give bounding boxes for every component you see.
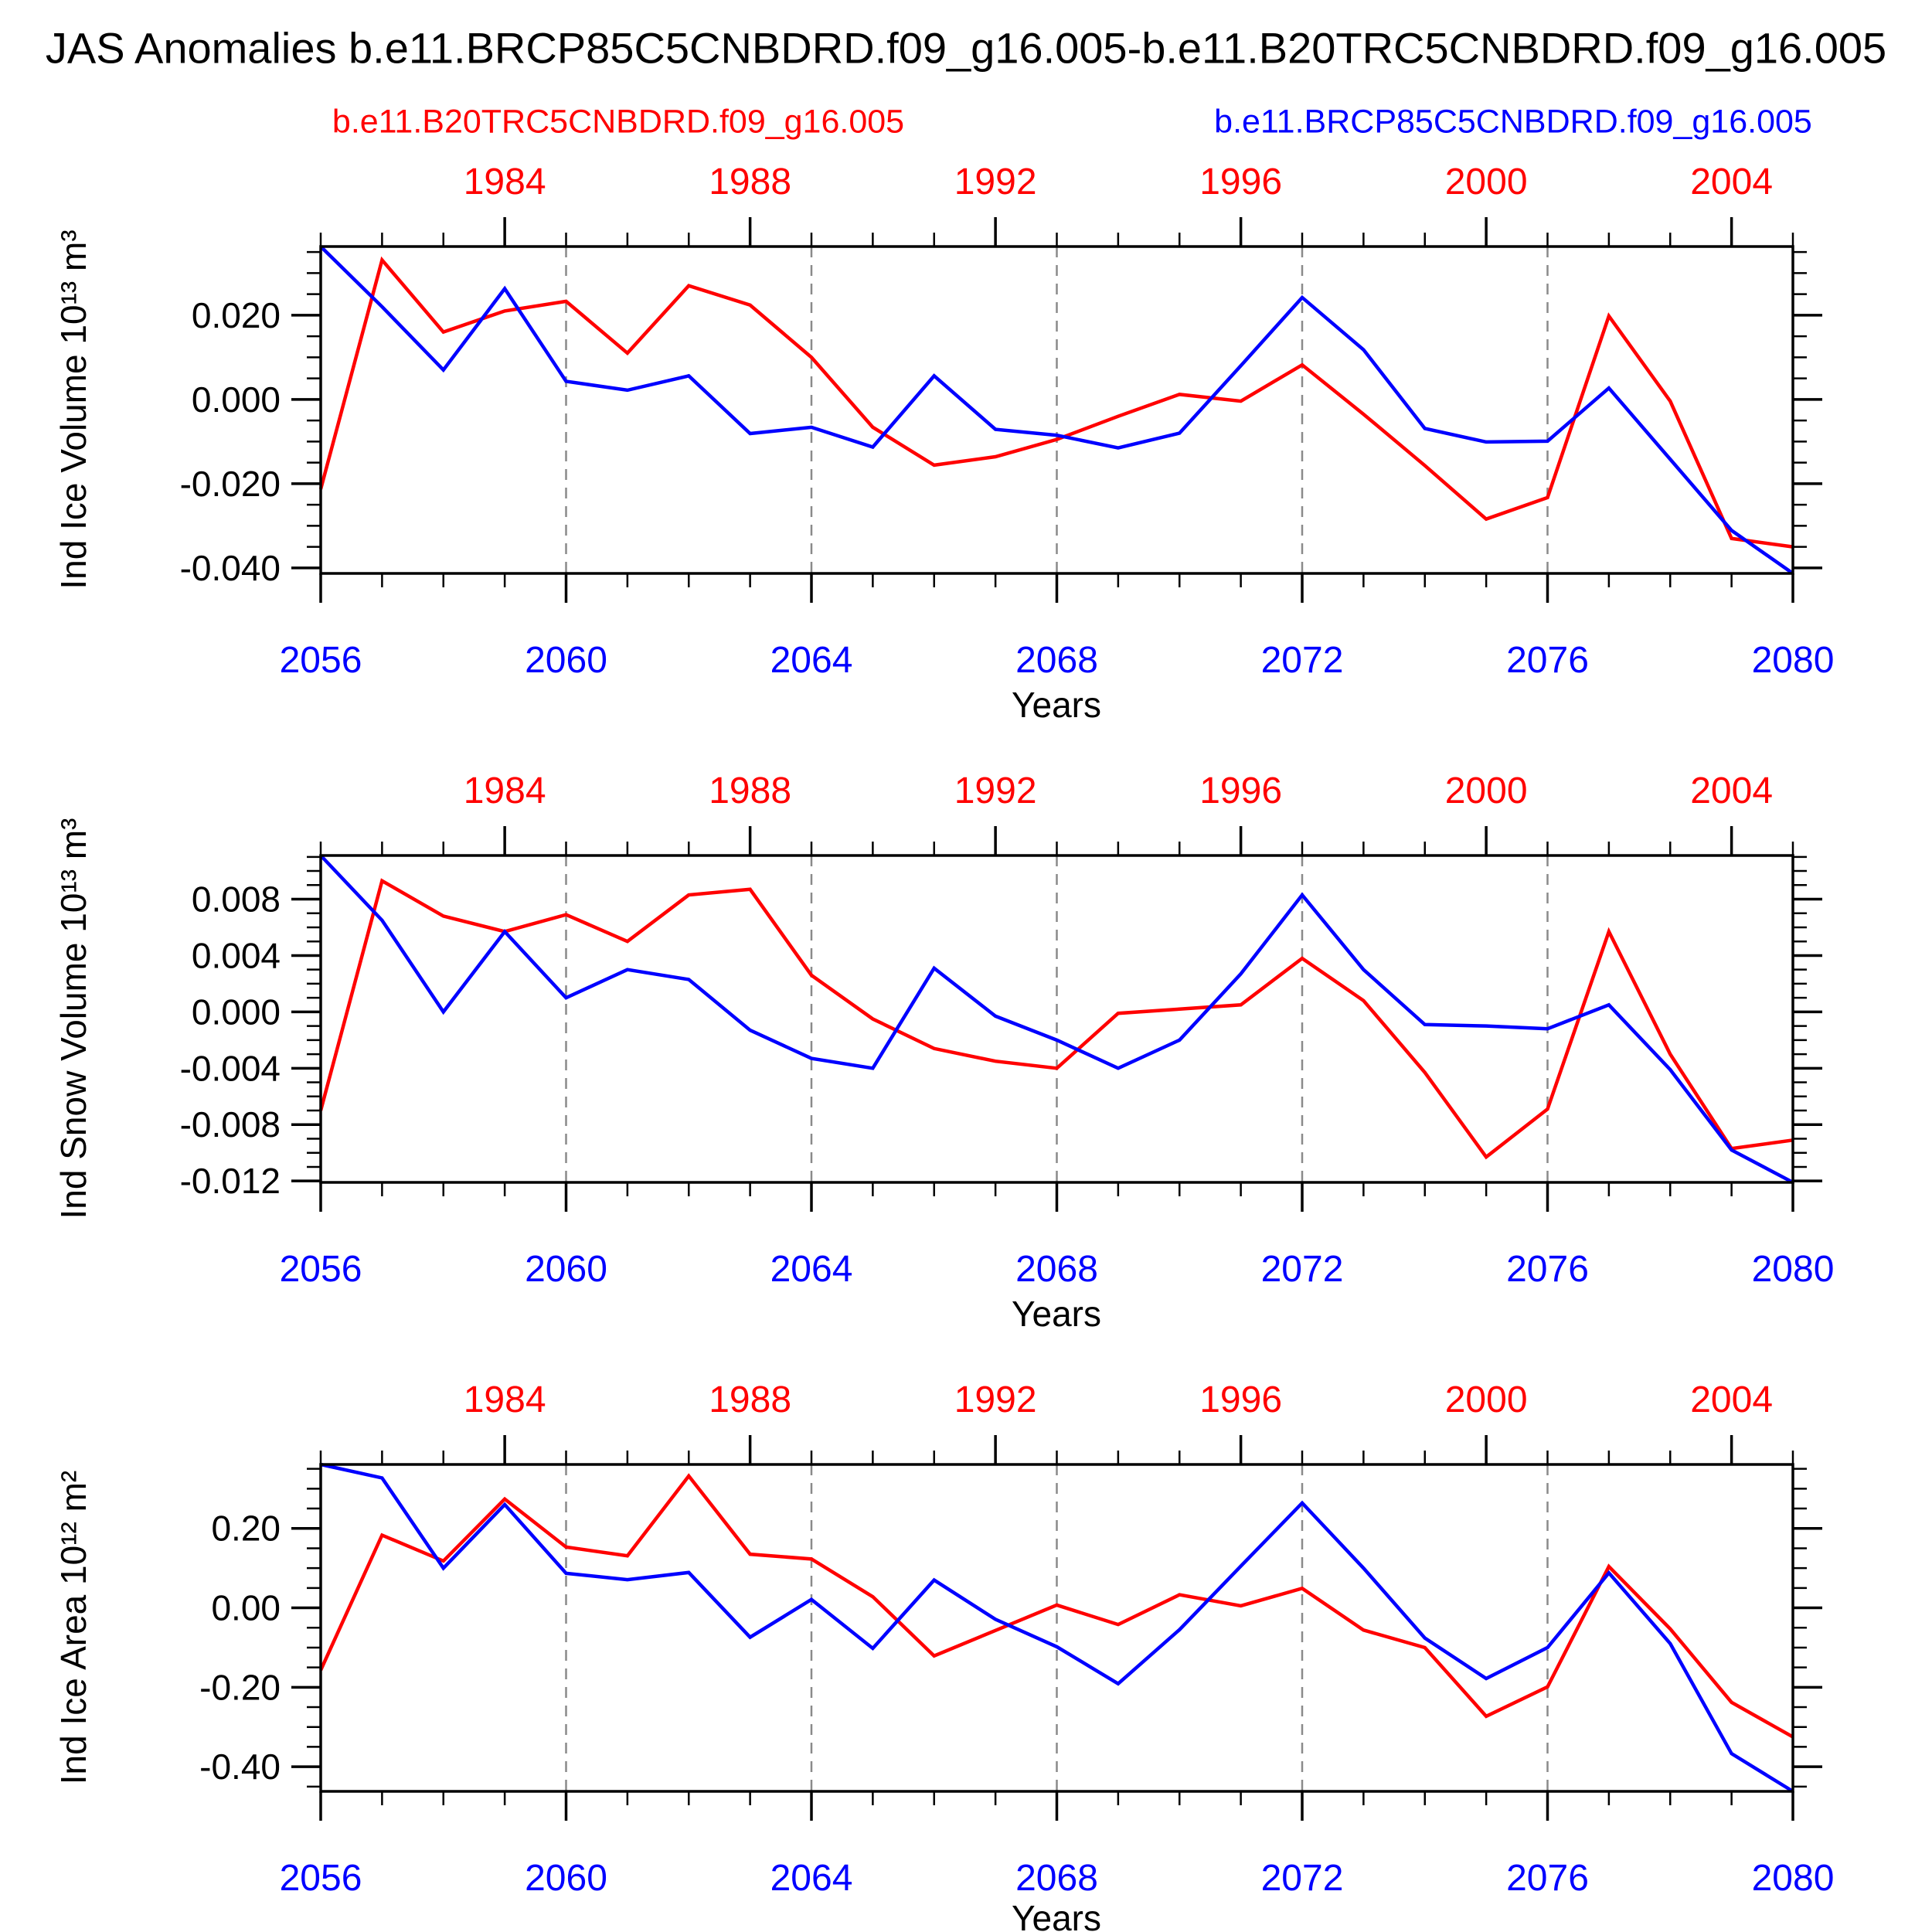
- chart-2-y-ticks: [291, 855, 1822, 1182]
- chart-2-tick-labels: 0.008 0.004 0.000 -0.004 -0.008 -0.012 1984 198…: [180, 770, 1835, 1290]
- svg-text:0.020: 0.020: [192, 295, 281, 335]
- chart-2-red-line: [318, 878, 1794, 1160]
- svg-text:1996: 1996: [1199, 162, 1282, 202]
- svg-text:1984: 1984: [464, 162, 546, 202]
- svg-text:1992: 1992: [954, 162, 1037, 202]
- chart-1-frame: [319, 245, 1794, 575]
- chart3-y-axis-label: Ind Ice Area 10¹² m²: [53, 1470, 94, 1785]
- chart-1-x-ticks: [319, 217, 1794, 603]
- svg-text:2080: 2080: [1752, 640, 1835, 681]
- svg-text:0.004: 0.004: [192, 935, 281, 975]
- chart-3-red-line: [318, 1473, 1794, 1739]
- svg-text:2064: 2064: [770, 1858, 853, 1899]
- svg-text:2004: 2004: [1690, 1379, 1773, 1420]
- svg-text:1988: 1988: [709, 1379, 791, 1420]
- chart1-x-axis-label: Years: [1012, 685, 1101, 725]
- chart3-x-axis-label: Years: [1012, 1898, 1101, 1932]
- svg-text:1996: 1996: [1199, 770, 1282, 811]
- svg-text:1988: 1988: [709, 770, 791, 811]
- svg-text:2004: 2004: [1690, 770, 1773, 811]
- chart-2-blue-line: [319, 854, 1794, 1184]
- chart-3-gridlines: [565, 1464, 1549, 1791]
- chart-3-x-ticks: [319, 1435, 1794, 1821]
- svg-text:0.20: 0.20: [211, 1509, 281, 1549]
- svg-text:1984: 1984: [464, 1379, 546, 1420]
- svg-text:2056: 2056: [280, 1249, 362, 1290]
- chart1-y-axis-label: Ind Ice Volume 10¹³ m³: [53, 230, 94, 590]
- svg-text:2068: 2068: [1015, 1858, 1098, 1899]
- svg-text:0.008: 0.008: [192, 879, 281, 920]
- chart-3-blue-line: [320, 1462, 1794, 1793]
- chart-3: 0.20 0.00 -0.20 -0.40 1984 1988 1992 1996 2000 20…: [199, 1379, 1834, 1899]
- svg-text:2004: 2004: [1690, 162, 1773, 202]
- svg-text:-0.20: -0.20: [199, 1667, 281, 1707]
- svg-text:2080: 2080: [1752, 1249, 1835, 1290]
- svg-text:2076: 2076: [1506, 1858, 1589, 1899]
- svg-text:2060: 2060: [525, 1249, 607, 1290]
- svg-text:0.000: 0.000: [192, 379, 281, 420]
- svg-text:2068: 2068: [1015, 1249, 1098, 1290]
- figure-title: JAS Anomalies b.e11.BRCP85C5CNBDRD.f09_g…: [45, 23, 1887, 73]
- chart-2-gridlines: [565, 855, 1549, 1182]
- svg-text:2072: 2072: [1261, 640, 1344, 681]
- svg-text:2056: 2056: [280, 1858, 362, 1899]
- chart-1-y-ticks: [291, 250, 1822, 570]
- svg-text:1992: 1992: [954, 1379, 1037, 1420]
- chart-2-x-ticks: [319, 826, 1794, 1212]
- svg-text:2076: 2076: [1506, 1249, 1589, 1290]
- svg-text:2072: 2072: [1261, 1858, 1344, 1899]
- svg-text:1984: 1984: [464, 770, 546, 811]
- svg-text:0.000: 0.000: [192, 992, 281, 1032]
- svg-text:-0.012: -0.012: [180, 1161, 281, 1201]
- svg-text:1992: 1992: [954, 770, 1037, 811]
- chart-2: 0.008 0.004 0.000 -0.004 -0.008 -0.012 1984 198…: [180, 770, 1835, 1290]
- svg-text:2000: 2000: [1445, 770, 1528, 811]
- svg-text:-0.008: -0.008: [180, 1104, 281, 1145]
- svg-text:-0.020: -0.020: [180, 464, 281, 504]
- svg-text:2080: 2080: [1752, 1858, 1835, 1899]
- svg-text:2064: 2064: [770, 640, 853, 681]
- chart2-x-axis-label: Years: [1012, 1294, 1101, 1334]
- svg-text:1996: 1996: [1199, 1379, 1282, 1420]
- svg-text:-0.004: -0.004: [180, 1048, 281, 1088]
- svg-text:2056: 2056: [280, 640, 362, 681]
- svg-text:2076: 2076: [1506, 640, 1589, 681]
- svg-text:-0.40: -0.40: [199, 1747, 281, 1787]
- legend-blue-label: b.e11.BRCP85C5CNBDRD.f09_g16.005: [1214, 103, 1812, 141]
- svg-text:2060: 2060: [525, 640, 607, 681]
- svg-text:2064: 2064: [770, 1249, 853, 1290]
- svg-text:2060: 2060: [525, 1858, 607, 1899]
- svg-text:2000: 2000: [1445, 1379, 1528, 1420]
- svg-text:2000: 2000: [1445, 162, 1528, 202]
- svg-text:-0.040: -0.040: [180, 548, 281, 588]
- chart2-y-axis-label: Ind Snow Volume 10¹³ m³: [53, 818, 94, 1219]
- chart-1: 0.020 0.000 -0.020 -0.040 1984 1988 1992 1996 20…: [180, 162, 1835, 681]
- legend-red-label: b.e11.B20TRC5CNBDRD.f09_g16.005: [332, 103, 905, 141]
- chart-1-blue-line: [319, 245, 1794, 575]
- svg-text:2072: 2072: [1261, 1249, 1344, 1290]
- chart-1-gridlines: [565, 247, 1549, 573]
- svg-text:0.00: 0.00: [211, 1588, 281, 1628]
- svg-text:1988: 1988: [709, 162, 791, 202]
- chart-3-tick-labels: 0.20 0.00 -0.20 -0.40 1984 1988 1992 1996 2000 20…: [199, 1379, 1834, 1899]
- chart-1-red-line: [318, 256, 1794, 549]
- chart-3-frame: [319, 1463, 1794, 1793]
- chart-3-y-ticks: [291, 1468, 1822, 1788]
- svg-text:2068: 2068: [1015, 640, 1098, 681]
- chart-1-tick-labels: 0.020 0.000 -0.020 -0.040 1984 1988 1992 1996 20…: [180, 162, 1835, 681]
